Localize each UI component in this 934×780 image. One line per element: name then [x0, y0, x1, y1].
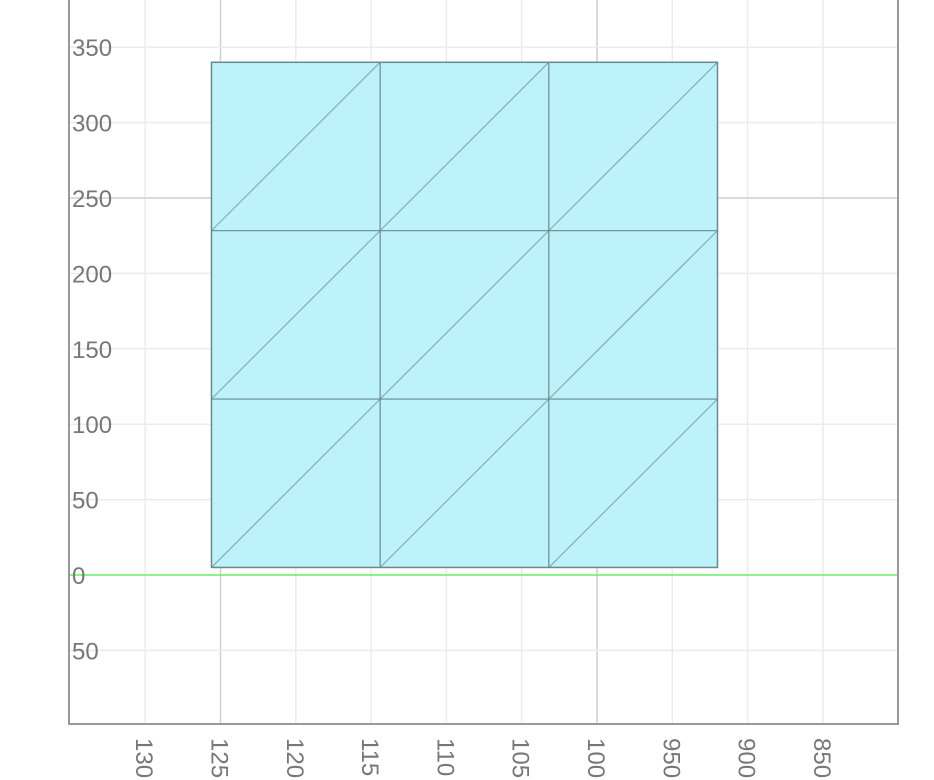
mesh-diagonal [379, 398, 550, 568]
x-tick-label: 125 [206, 738, 233, 778]
x-tick-label: 900 [733, 738, 760, 778]
mesh-diagonal [548, 230, 718, 400]
x-tick-label: 130 [130, 738, 157, 778]
y-tick-label: 150 [72, 337, 112, 364]
x-tick-label: 950 [657, 738, 684, 778]
plot-frame [68, 0, 899, 725]
x-tick-label: 105 [507, 738, 534, 778]
mesh-diagonal [379, 230, 550, 400]
mesh-diagonal [211, 398, 381, 568]
y-tick-label: 200 [72, 261, 112, 288]
y-tick-label: 50 [72, 638, 99, 665]
mesh-diagonal [548, 398, 718, 568]
x-tick-label: 100 [582, 738, 609, 778]
mesh-diagonal [211, 230, 381, 400]
x-tick-label: 120 [281, 738, 308, 778]
x-tick-label: 115 [356, 738, 383, 776]
y-tick-label: 50 [72, 488, 99, 515]
y-tick-label: 0 [72, 563, 85, 590]
y-tick-label: 100 [72, 412, 112, 439]
mesh-diagonal [548, 61, 718, 232]
x-tick-label: 850 [808, 738, 835, 778]
y-tick-label: 350 [72, 35, 112, 62]
mesh-diagonal [379, 61, 550, 232]
y-tick-label: 300 [72, 111, 112, 138]
mesh-diagonal [211, 61, 381, 232]
y-tick-label: 250 [72, 186, 112, 213]
x-tick-label: 110 [431, 738, 458, 776]
